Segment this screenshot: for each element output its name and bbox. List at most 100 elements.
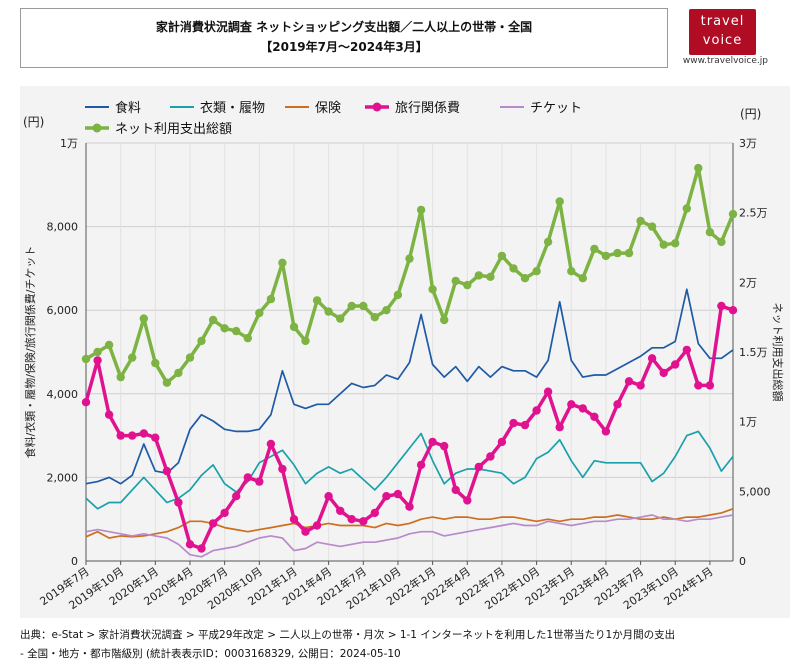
chart-title-box: 家計消費状況調査 ネットショッピング支出額／二人以上の世帯・全国 【2019年7… <box>20 8 668 68</box>
left-tick-label: 2,000 <box>47 471 79 484</box>
data-point <box>162 466 172 476</box>
data-point <box>555 423 564 432</box>
right-axis-unit: (円) <box>740 107 761 121</box>
series-line <box>84 304 734 551</box>
left-tick-label: 0 <box>71 555 78 568</box>
data-point <box>93 356 102 365</box>
data-point <box>705 381 715 390</box>
right-tick-label: 3万 <box>739 137 757 150</box>
data-point <box>359 301 368 311</box>
data-point <box>324 307 333 316</box>
data-point <box>428 437 437 447</box>
logo-word-travel: travel <box>700 14 745 29</box>
data-point <box>197 336 206 346</box>
data-point <box>717 301 726 311</box>
data-point <box>624 248 634 258</box>
data-point <box>682 204 691 213</box>
data-point <box>659 240 668 249</box>
left-axis-unit: (円) <box>23 115 44 129</box>
data-point <box>278 258 287 267</box>
data-point <box>128 431 137 440</box>
data-point <box>255 477 264 486</box>
data-point <box>486 272 495 281</box>
series-line <box>85 288 734 485</box>
data-point <box>393 489 403 499</box>
right-tick-label: 1万 <box>739 416 757 429</box>
data-point <box>636 216 645 226</box>
right-axis-title: ネット利用支出総額 <box>771 303 785 402</box>
data-point <box>520 420 530 430</box>
data-point <box>474 462 483 472</box>
series-line <box>85 166 735 385</box>
data-point <box>659 368 668 378</box>
data-point <box>613 400 622 409</box>
data-point <box>440 441 449 451</box>
legend-label: チケット <box>530 101 582 116</box>
data-point <box>705 228 715 237</box>
data-point <box>220 324 229 333</box>
chart-panel: 食料 衣類・履物 保険 旅行関係費 チケット ネット利用支出総額 0 2,000 4,000 6… <box>20 86 790 618</box>
data-point <box>624 377 634 386</box>
data-point <box>81 354 91 364</box>
right-tick-label: 1.5万 <box>739 346 768 359</box>
data-point <box>717 237 726 247</box>
legend-label: 保険 <box>315 101 341 116</box>
data-point <box>532 267 541 276</box>
data-point <box>474 271 483 280</box>
data-point <box>208 519 218 528</box>
data-point <box>220 508 229 518</box>
data-point <box>532 406 541 415</box>
data-point <box>139 429 148 438</box>
legend-label: 食料 <box>115 100 141 116</box>
data-point <box>370 313 379 322</box>
data-point <box>543 237 553 247</box>
data-point <box>232 326 241 336</box>
data-point <box>440 315 449 325</box>
data-point <box>567 267 576 276</box>
data-point <box>405 502 414 511</box>
data-point <box>312 521 322 530</box>
left-tick-label: 4,000 <box>47 388 79 401</box>
right-tick-label: 5,000 <box>739 485 771 498</box>
data-point <box>336 314 345 323</box>
data-point <box>93 347 102 357</box>
data-point <box>104 340 114 350</box>
data-point <box>312 296 322 305</box>
data-point <box>694 381 703 390</box>
chart-series <box>81 163 738 558</box>
data-point <box>509 418 518 428</box>
data-point <box>370 508 379 518</box>
data-point <box>590 244 599 254</box>
source-note: 出典：e-Stat > 家計消費状況調査 > 平成29年改定 > 二人以上の世帯… <box>20 626 795 664</box>
data-point <box>347 301 356 311</box>
data-point <box>647 222 657 231</box>
left-tick-label: 8,000 <box>47 221 79 234</box>
data-point <box>463 280 472 290</box>
data-point <box>151 433 160 442</box>
data-point <box>139 314 148 323</box>
data-point <box>266 439 276 449</box>
data-point <box>151 358 160 368</box>
right-tick-label: 2.5万 <box>739 207 768 220</box>
data-point <box>671 239 680 248</box>
data-point <box>174 498 183 507</box>
logo-url[interactable]: www.travelvoice.jp <box>682 56 768 66</box>
grid-lines <box>85 142 733 562</box>
data-point <box>81 398 91 407</box>
data-point <box>185 540 195 549</box>
data-point <box>567 400 576 409</box>
data-point <box>382 306 391 315</box>
data-point <box>289 322 299 332</box>
travelvoice-logo[interactable]: travel voice <box>689 9 756 55</box>
data-point <box>463 496 472 505</box>
data-point <box>116 431 125 440</box>
data-point <box>543 387 553 396</box>
data-point <box>601 251 611 261</box>
data-point <box>486 452 495 461</box>
data-point <box>682 345 691 355</box>
source-line-2: - 全国・地方・都市階級別 (統計表表示ID：0003168329, 公開日：2… <box>20 648 401 660</box>
data-point <box>578 274 587 283</box>
data-point <box>347 515 356 524</box>
